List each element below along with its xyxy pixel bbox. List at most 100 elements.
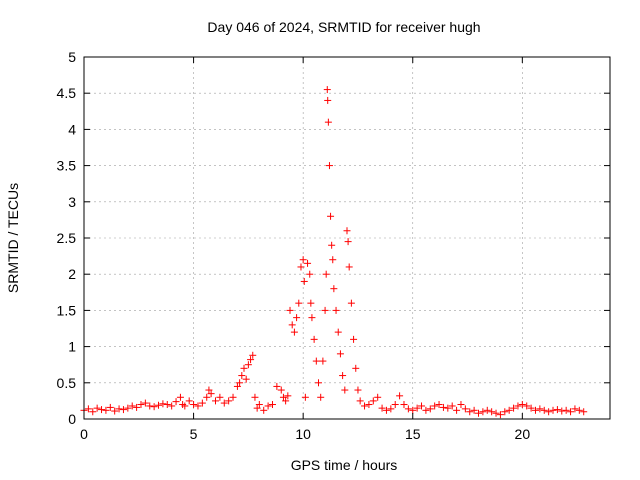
data-point <box>277 386 285 394</box>
data-point <box>453 406 461 414</box>
data-point <box>540 406 548 414</box>
data-point <box>207 390 215 398</box>
data-point <box>288 321 296 329</box>
data-point <box>282 397 290 405</box>
data-point <box>352 364 360 372</box>
data-point <box>229 393 237 401</box>
data-point <box>479 408 487 416</box>
data-point <box>496 411 504 419</box>
data-point <box>505 406 513 414</box>
data-point <box>553 406 561 414</box>
data-point <box>343 227 351 235</box>
data-point <box>369 397 377 405</box>
data-point <box>307 299 315 307</box>
data-point <box>249 351 257 359</box>
data-point <box>233 382 241 390</box>
data-point <box>124 404 132 412</box>
data-point <box>567 408 575 416</box>
data-point <box>466 408 474 416</box>
plot-frame <box>83 56 611 420</box>
data-point <box>356 397 364 405</box>
y-tick-label: 0.5 <box>57 375 77 391</box>
data-point <box>325 162 333 170</box>
y-tick-label: 1.5 <box>57 302 77 318</box>
data-point <box>431 402 439 410</box>
data-point <box>163 401 171 409</box>
data-point <box>119 406 127 414</box>
data-point <box>240 364 248 372</box>
data-point <box>286 306 294 314</box>
data-point <box>336 350 344 358</box>
data-point <box>347 299 355 307</box>
data-point <box>299 256 307 264</box>
x-axis-label: GPS time / hours <box>291 457 398 473</box>
x-tick-label: 10 <box>295 426 311 442</box>
data-point <box>334 328 342 336</box>
y-tick-label: 4 <box>68 121 76 137</box>
data-point <box>89 408 97 416</box>
data-point <box>396 392 404 400</box>
y-axis-label: SRMTID / TECUs <box>5 183 21 293</box>
data-point <box>205 386 213 394</box>
data-point <box>181 402 189 410</box>
data-point <box>268 401 276 409</box>
x-tick-label: 20 <box>515 426 531 442</box>
data-point <box>387 405 395 413</box>
data-point <box>137 401 145 409</box>
data-point <box>531 406 539 414</box>
data-point <box>242 375 250 383</box>
data-point <box>501 408 509 416</box>
data-point <box>290 328 298 336</box>
data-point <box>350 335 358 343</box>
data-point <box>198 399 206 407</box>
data-point <box>562 406 570 414</box>
data-point <box>301 393 309 401</box>
data-point <box>518 401 526 409</box>
data-point <box>216 393 224 401</box>
y-tick-label: 3.5 <box>57 158 77 174</box>
data-point <box>247 356 255 364</box>
data-point <box>341 386 349 394</box>
data-point <box>339 372 347 380</box>
data-point <box>264 402 272 410</box>
data-point <box>448 402 456 410</box>
data-point <box>439 403 447 411</box>
data-point <box>146 402 154 410</box>
data-point <box>329 256 337 264</box>
data-point <box>190 401 198 409</box>
data-point <box>236 379 244 387</box>
data-point <box>332 306 340 314</box>
x-tick-label: 0 <box>80 426 88 442</box>
data-point <box>365 401 373 409</box>
data-point <box>361 402 369 410</box>
data-point <box>321 306 329 314</box>
data-point <box>297 263 305 271</box>
data-point <box>317 393 325 401</box>
data-point <box>418 402 426 410</box>
data-point <box>102 406 110 414</box>
data-point <box>176 393 184 401</box>
data-point <box>344 238 352 246</box>
data-point <box>483 406 491 414</box>
data-point <box>300 277 308 285</box>
y-tick-label: 2 <box>68 266 76 282</box>
data-point <box>461 405 469 413</box>
data-points <box>80 86 588 419</box>
data-point <box>580 408 588 416</box>
data-point <box>172 398 180 406</box>
data-point <box>111 407 119 415</box>
y-tick-label: 3 <box>68 194 76 210</box>
data-point <box>382 406 390 414</box>
y-tick-label: 5 <box>68 49 76 65</box>
y-tick-label: 0 <box>68 411 76 427</box>
data-point <box>378 404 386 412</box>
data-point <box>194 402 202 410</box>
data-point <box>323 86 331 94</box>
data-point <box>168 402 176 410</box>
data-point <box>238 372 246 380</box>
data-point <box>155 401 163 409</box>
data-point <box>488 408 496 416</box>
data-point <box>409 406 417 414</box>
data-point <box>523 402 531 410</box>
